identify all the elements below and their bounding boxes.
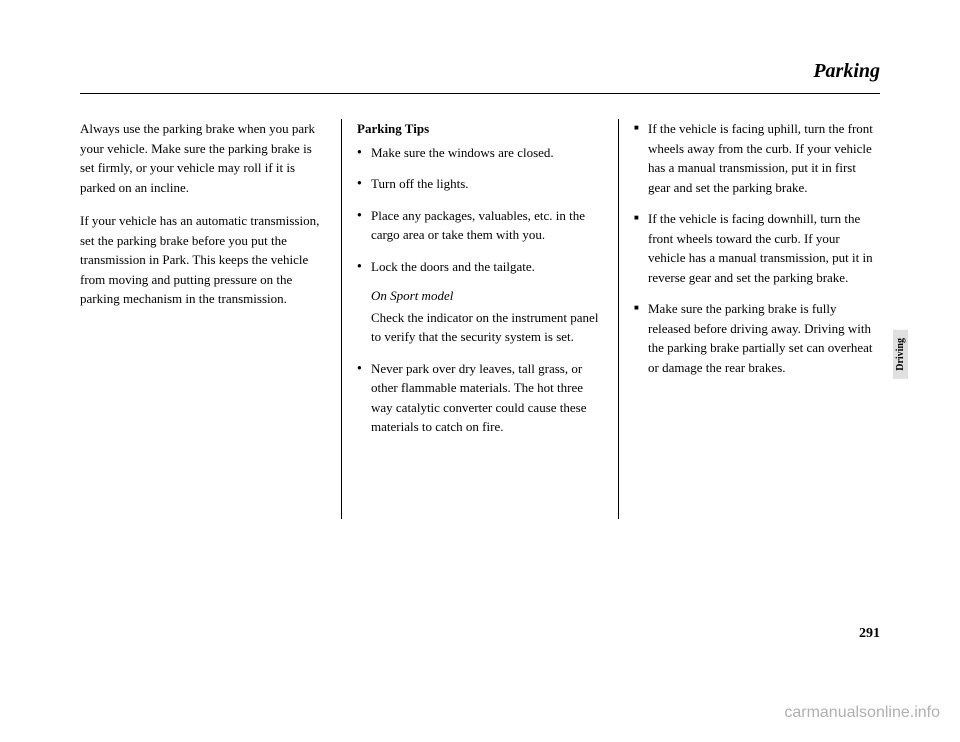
- list-item: Place any packages, valuables, etc. in t…: [357, 206, 603, 245]
- list-item: If the vehicle is facing downhill, turn …: [634, 209, 880, 287]
- list-item: Turn off the lights.: [357, 174, 603, 194]
- column-2: Parking Tips Make sure the windows are c…: [342, 119, 618, 519]
- section-tab: Driving: [893, 330, 908, 379]
- subheading: Parking Tips: [357, 119, 603, 139]
- list-item: If the vehicle is facing uphill, turn th…: [634, 119, 880, 197]
- page-title: Parking: [80, 60, 880, 83]
- list-item: Make sure the windows are closed.: [357, 143, 603, 163]
- tips-list: Make sure the windows are closed. Turn o…: [357, 143, 603, 437]
- page-number: 291: [859, 626, 880, 642]
- model-note-label: On Sport model: [371, 286, 603, 306]
- page-header: Parking: [80, 60, 880, 83]
- paragraph: If your vehicle has an automatic transmi…: [80, 211, 326, 309]
- content-area: Always use the parking brake when you pa…: [80, 119, 880, 519]
- header-divider: [80, 93, 880, 94]
- watermark: carmanualsonline.info: [784, 704, 940, 722]
- list-item: Never park over dry leaves, tall grass, …: [357, 359, 603, 437]
- tips-list: If the vehicle is facing uphill, turn th…: [634, 119, 880, 377]
- paragraph: Always use the parking brake when you pa…: [80, 119, 326, 197]
- model-note-text: Check the indicator on the instrument pa…: [371, 310, 598, 345]
- column-3: If the vehicle is facing uphill, turn th…: [619, 119, 880, 519]
- list-item: Make sure the parking brake is fully rel…: [634, 299, 880, 377]
- column-1: Always use the parking brake when you pa…: [80, 119, 341, 519]
- list-item: Lock the doors and the tailgate. On Spor…: [357, 257, 603, 347]
- list-item-text: Lock the doors and the tailgate.: [371, 259, 535, 274]
